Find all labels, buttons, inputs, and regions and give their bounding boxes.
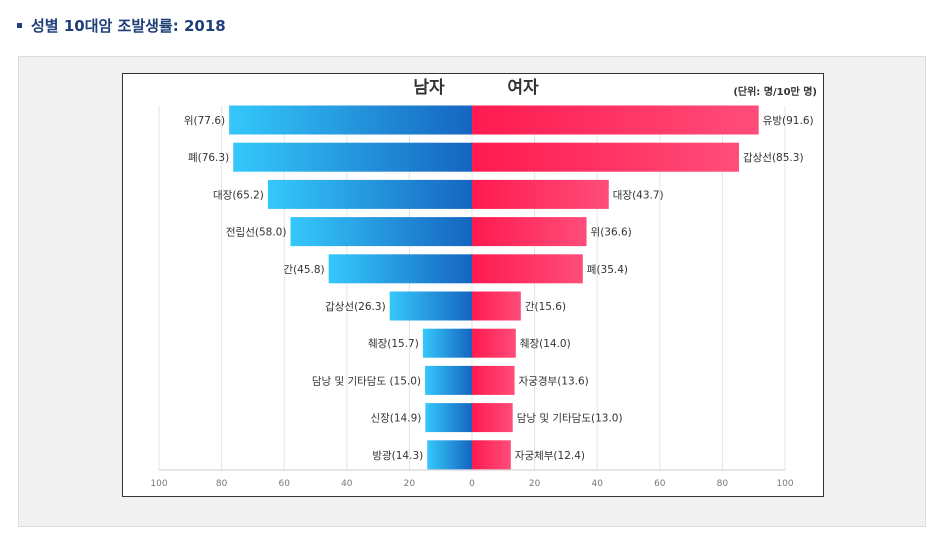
bar-female (472, 105, 759, 135)
bar-male (267, 179, 472, 209)
bar-label-female: 갑상선(85.3) (743, 152, 804, 164)
bar-male (233, 142, 472, 172)
x-tick-label: 80 (717, 479, 729, 489)
bar-label-male: 간(45.8) (283, 264, 324, 276)
x-tick-label: 0 (469, 479, 475, 489)
bar-female (472, 440, 511, 470)
bar-label-male: 갑상선(26.3) (325, 301, 386, 313)
unit-note: (단위: 명/10만 명) (733, 85, 817, 98)
bar-label-female: 대장(43.7) (613, 189, 664, 201)
bar-female (472, 179, 609, 209)
page-title-text: 성별 10대암 조발생률: 2018 (31, 17, 226, 35)
x-tick-label: 80 (216, 479, 228, 489)
bar-male (389, 291, 472, 321)
x-tick-label: 100 (776, 479, 793, 489)
bar-labels: 위(77.6) 폐(76.3) 대장(65.2) 전립선(58.0) 간(45.8) 갑상… (184, 114, 814, 462)
bar-label-male: 대장(65.2) (213, 189, 264, 201)
chart-frame: 위(77.6) 폐(76.3) 대장(65.2) 전립선(58.0) 간(45.8) 갑상… (122, 73, 824, 497)
bar-label-female: 췌장(14.0) (520, 338, 571, 350)
x-tick-label: 20 (529, 479, 541, 489)
x-tick-label: 60 (654, 479, 666, 489)
bar-label-male: 방광(14.3) (372, 450, 423, 462)
x-tick-label: 40 (591, 479, 603, 489)
bar-female (472, 291, 521, 321)
title-bullet-icon (17, 23, 22, 28)
bar-label-male: 폐(76.3) (188, 152, 229, 164)
bar-female (472, 217, 587, 247)
page-title: 성별 10대암 조발생률: 2018 (17, 15, 226, 36)
x-tick-label: 60 (278, 479, 290, 489)
bar-male (328, 254, 472, 284)
bar-male (425, 403, 472, 433)
pyramid-chart: 위(77.6) 폐(76.3) 대장(65.2) 전립선(58.0) 간(45.8) 갑상… (150, 78, 817, 489)
x-axis-ticks: 100 80 60 40 20 0 20 40 60 80 100 (150, 479, 793, 489)
bar-male (229, 105, 472, 135)
bar-label-female: 폐(35.4) (587, 264, 628, 276)
bar-label-male: 담낭 및 기타담도 (15.0) (312, 375, 421, 387)
bar-label-male: 전립선(58.0) (226, 226, 287, 239)
x-tick-label: 40 (341, 479, 353, 489)
x-tick-label: 100 (150, 479, 167, 489)
bar-male (422, 328, 472, 358)
bar-female (472, 142, 739, 172)
bar-label-male: 신장(14.9) (370, 413, 421, 425)
bar-label-female: 자궁경부(13.6) (519, 374, 589, 387)
bar-label-female: 담낭 및 기타담도(13.0) (517, 413, 623, 425)
series-name-female: 여자 (507, 78, 539, 98)
bar-female (472, 403, 513, 433)
series-name-male: 남자 (413, 78, 445, 98)
bar-male (425, 365, 472, 395)
bar-male (427, 440, 472, 470)
x-tick-label: 20 (404, 479, 416, 489)
bar-label-female: 간(15.6) (525, 301, 566, 313)
bar-label-male: 위(77.6) (184, 114, 225, 127)
bar-label-female: 위(36.6) (591, 226, 632, 239)
bar-label-male: 췌장(15.7) (368, 338, 419, 350)
bar-female (472, 328, 516, 358)
bar-label-female: 유방(91.6) (763, 115, 814, 127)
bar-female (472, 365, 515, 395)
bars (229, 105, 759, 470)
bar-male (290, 217, 472, 247)
bar-label-female: 자궁체부(12.4) (515, 450, 585, 462)
bar-female (472, 254, 583, 284)
